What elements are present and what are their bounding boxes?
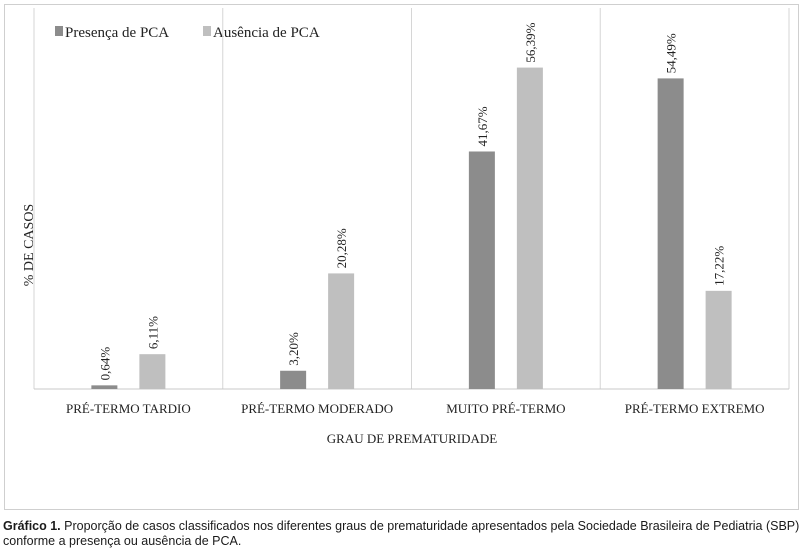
value-label-presenca-0: 0,64% bbox=[97, 347, 112, 381]
bar-presenca-2 bbox=[468, 151, 495, 389]
category-label-1: PRÉ-TERMO MODERADO bbox=[241, 401, 393, 416]
value-label-presenca-2: 41,67% bbox=[475, 106, 490, 146]
bar-presenca-1 bbox=[280, 370, 307, 389]
value-labels-group: 0,64% 6,11% 3,20% 20,28% 41,67% 56,39% 54,49% 1… bbox=[97, 22, 726, 380]
value-label-ausencia-0: 6,11% bbox=[145, 316, 160, 349]
legend-label-ausencia: Ausência de PCA bbox=[213, 25, 320, 41]
bar-ausencia-1 bbox=[328, 273, 355, 389]
x-axis-label: GRAU DE PREMATURIDADE bbox=[327, 431, 498, 446]
value-label-ausencia-2: 56,39% bbox=[523, 22, 538, 62]
caption-label: Gráfico 1. bbox=[3, 519, 61, 533]
bar-ausencia-3 bbox=[705, 290, 732, 389]
y-axis-label: % DE CASOS bbox=[22, 204, 37, 286]
category-dividers bbox=[33, 8, 790, 389]
bars-group bbox=[91, 67, 732, 390]
category-label-0: PRÉ-TERMO TARDIO bbox=[66, 401, 191, 416]
bar-presenca-0 bbox=[91, 385, 118, 389]
legend: Presença de PCA Ausência de PCA bbox=[55, 25, 320, 41]
value-label-ausencia-3: 17,22% bbox=[712, 246, 727, 286]
bar-chart: Presença de PCA Ausência de PCA 0,64% 6,1… bbox=[22, 8, 790, 446]
bar-ausencia-0 bbox=[139, 354, 166, 389]
value-label-presenca-3: 54,49% bbox=[664, 33, 679, 73]
category-label-3: PRÉ-TERMO EXTREMO bbox=[625, 401, 765, 416]
value-label-presenca-1: 3,20% bbox=[286, 332, 301, 366]
legend-swatch-ausencia bbox=[203, 26, 211, 36]
legend-swatch-presenca bbox=[55, 26, 63, 36]
bar-ausencia-2 bbox=[516, 67, 543, 390]
figure-caption: Gráfico 1. Proporção de casos classifica… bbox=[3, 519, 803, 549]
caption-text: Proporção de casos classificados nos dif… bbox=[3, 519, 800, 548]
legend-label-presenca: Presença de PCA bbox=[65, 25, 169, 41]
value-label-ausencia-1: 20,28% bbox=[334, 228, 349, 268]
category-label-2: MUITO PRÉ-TERMO bbox=[446, 401, 565, 416]
category-labels-group: PRÉ-TERMO TARDIO PRÉ-TERMO MODERADO MUITO … bbox=[66, 401, 765, 416]
bar-presenca-3 bbox=[657, 78, 684, 390]
